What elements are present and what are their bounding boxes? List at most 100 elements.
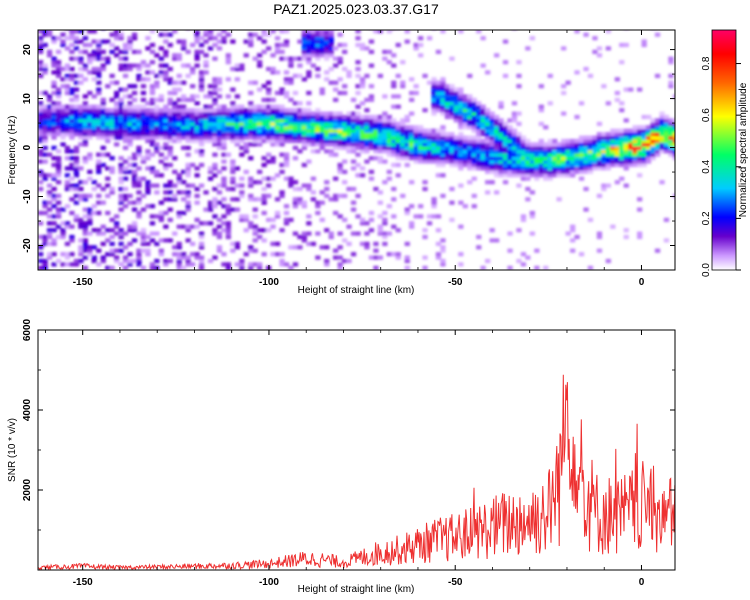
spectrogram-cell [221,159,227,164]
spectrogram-cell [672,156,675,161]
spectrogram-cell [257,104,263,109]
x-tick-label: -100 [259,277,279,288]
spectrogram-cell [413,138,419,144]
spectrogram-cell [315,118,321,123]
spectrogram-cell [136,104,142,109]
spectrogram-cell [149,221,156,226]
spectrogram-cell [127,94,133,99]
spectrogram-cell [38,245,44,250]
spectrogram-cell [234,94,240,99]
spectrogram-cell [565,142,571,147]
spectrogram-cell [172,231,178,236]
spectrogram-cell [520,149,527,154]
spectrogram-cell [516,162,522,168]
spectrogram-cell [444,156,451,161]
spectrogram-cell [525,142,531,147]
spectrogram-cell [426,214,433,219]
spectrogram-cell [301,36,307,41]
spectrogram-cell [158,118,164,123]
spectrogram-cell [198,121,205,126]
spectrogram-cell [225,152,231,157]
spectrogram-cell [234,66,240,72]
spectrogram-cell [400,152,406,157]
spectrogram-cell [502,156,509,161]
spectrogram-cell [234,197,240,202]
spectrogram-cell [55,234,62,240]
spectrogram-cell [413,156,419,161]
spectrogram-cell [534,169,540,174]
spectrogram-cell [319,135,325,140]
spectrogram-cell [122,118,129,123]
spectrogram-cell [494,238,500,243]
spectrogram-cell [672,118,675,123]
spectrogram-cell [310,197,316,202]
spectrogram-cell [185,190,191,195]
spectrogram-cell [400,145,406,150]
spectrogram-cell [190,70,196,75]
spectrogram-cell [96,56,102,61]
spectrogram-cell [163,121,169,126]
spectrogram-cell [136,166,142,171]
spectrogram-cell [471,204,477,209]
spectrogram-cell [507,132,513,137]
spectrogram-cell [529,214,535,219]
spectrogram-cell [234,125,240,130]
spectrogram-cell [190,66,196,72]
spectrogram-cell [587,166,594,171]
spectrogram-cell [324,228,330,233]
spectrogram-cell [96,183,102,188]
spectrogram-cell [64,262,71,267]
spectrogram-cell [212,118,218,123]
spectrogram-cell [480,104,486,109]
spectrogram-cell [145,180,151,185]
spectrogram-cell [288,138,294,144]
spectrogram-cell [570,152,576,157]
spectrogram-cell [587,162,594,168]
spectrogram-cell [628,162,634,168]
spectrogram-cell [382,138,388,144]
spectrogram-cell [158,94,164,99]
spectrogram-cell [601,186,607,192]
spectrogram-cell [279,49,285,54]
spectrogram-cell [248,118,254,123]
spectrogram-cell [467,94,473,99]
spectrogram-cell [306,231,312,236]
spectrogram-cell [42,70,48,75]
spectrogram-cell [212,97,218,102]
spectrogram-cell [444,97,451,102]
spectrogram-cell [176,138,182,144]
spectrogram-cell [136,197,142,202]
spectrogram-cell [458,183,464,188]
spectrogram-cell [368,84,375,89]
spectrogram-cell [82,224,88,229]
spectrogram-cell [480,36,486,41]
spectrogram-cell [252,207,258,212]
spectrogram-cell [583,159,589,164]
spectrogram-cell [386,138,392,144]
colorbar-tick-label: 0.0 [701,263,712,277]
spectrogram-cell [315,231,321,236]
spectrogram-cell [476,159,482,164]
spectrogram-cell [225,265,231,270]
spectrogram-cell [194,186,200,192]
spectrogram-cell [55,66,62,72]
spectrogram-cell [368,118,375,123]
spectrogram-cell [158,132,164,137]
spectrogram-cell [243,114,249,120]
spectrogram-cell [163,162,169,168]
spectrogram-cell [136,210,142,216]
spectrogram-cell [154,97,160,102]
spectrogram-cell [261,176,267,181]
spectrogram-cell [194,224,200,229]
spectrogram-cell [176,245,182,250]
colorbar-gradient [711,29,737,271]
spectrogram-cell [279,90,285,96]
spectrogram-cell [212,204,218,209]
spectrogram-cell [122,111,129,116]
spectrogram-cell [395,128,401,133]
snr-series-line [38,374,675,570]
spectrogram-cell [556,145,562,150]
spectrogram-cell [324,138,330,144]
spectrogram-cell [96,200,102,205]
